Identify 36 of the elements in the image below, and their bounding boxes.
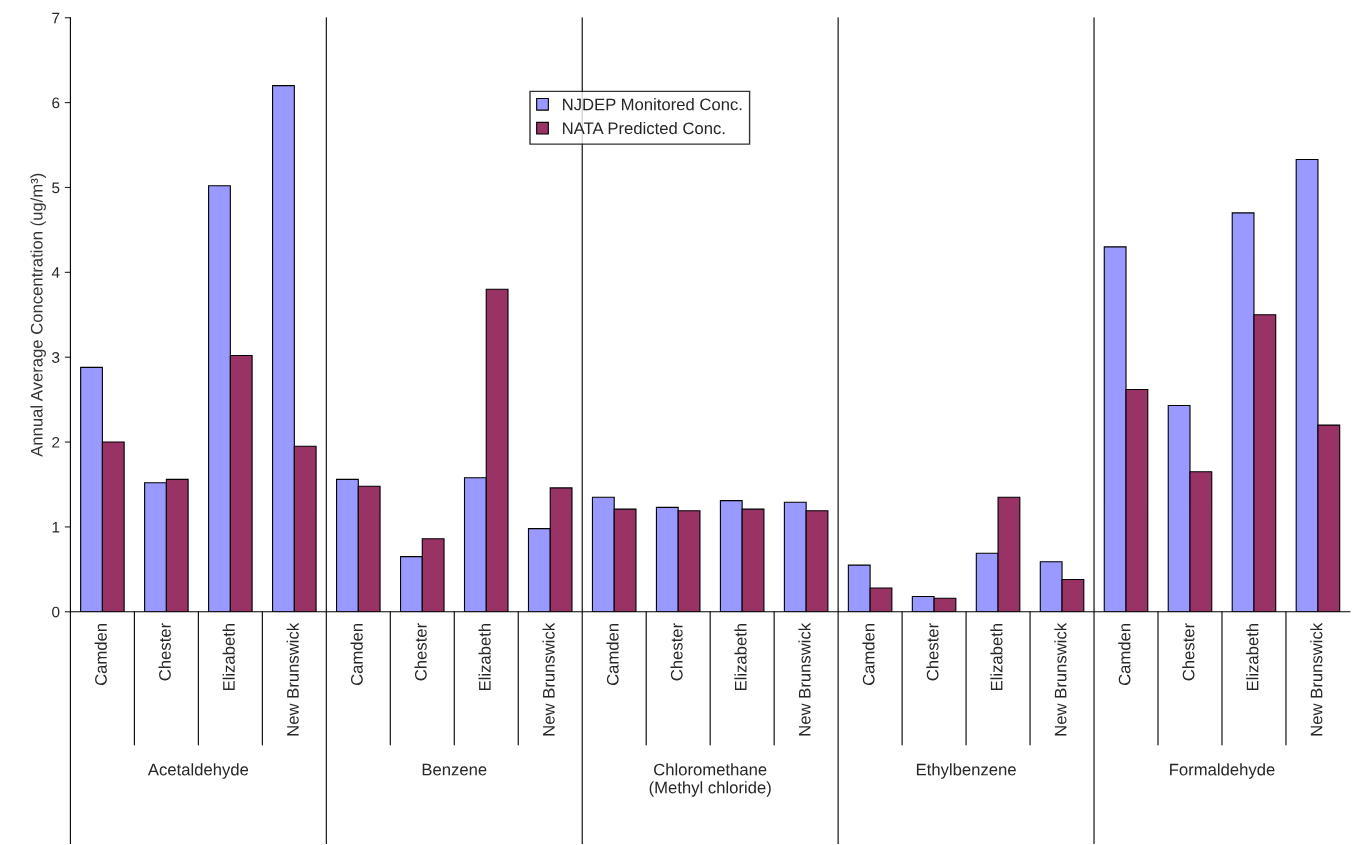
text: Benzene [422, 763, 487, 776]
y-tick-label: 7 [52, 12, 60, 24]
y-tick-label: 3 [52, 352, 60, 363]
x-tick-label: Chester [158, 623, 171, 681]
y-tick-label: 4 [51, 267, 60, 278]
x-tick-label: Elizabeth [734, 623, 747, 691]
x-tick-label: New Brunswick [542, 622, 555, 736]
x-tick-label: Chester [670, 623, 683, 681]
legend-label: NJDEP Monitored Conc. [563, 98, 742, 111]
x-tick-label: Elizabeth [1246, 623, 1259, 691]
legend-label: NATA Predicted Conc. [563, 121, 725, 135]
x-tick-label: Camden [1118, 623, 1131, 686]
x-tick-label: New Brunswick [286, 622, 299, 736]
y-tick-label: 6 [52, 97, 60, 109]
y-tick-label: 0 [52, 606, 60, 618]
x-tick-label: Camden [350, 623, 363, 686]
y-tick-label: 1 [52, 521, 60, 533]
x-tick-label: Camden [862, 623, 875, 686]
x-tick-label: New Brunswick [1054, 622, 1067, 736]
text: Acetaldehyde [147, 763, 249, 779]
x-tick-label: New Brunswick [798, 622, 811, 736]
y-axis-title: Annual Average Concentration (ug/m³) [30, 173, 46, 457]
x-tick-label: Camden [606, 623, 619, 686]
y-tick-label: 2 [52, 436, 60, 448]
x-tick-label: Elizabeth [990, 623, 1003, 691]
text: Chloromethane (Methyl chloride) [649, 763, 771, 797]
text: Ethylbenzene [916, 763, 1016, 779]
x-tick-label: Chester [414, 623, 427, 681]
x-tick-label: Elizabeth [222, 623, 235, 691]
x-tick-label: Chester [1182, 623, 1195, 681]
text: Formaldehyde [1170, 763, 1275, 779]
x-tick-label: New Brunswick [1310, 622, 1323, 736]
x-tick-label: Chester [926, 623, 939, 681]
x-tick-label: Elizabeth [478, 623, 491, 691]
x-tick-label: Camden [94, 623, 107, 686]
y-tick-label: 5 [52, 182, 60, 194]
